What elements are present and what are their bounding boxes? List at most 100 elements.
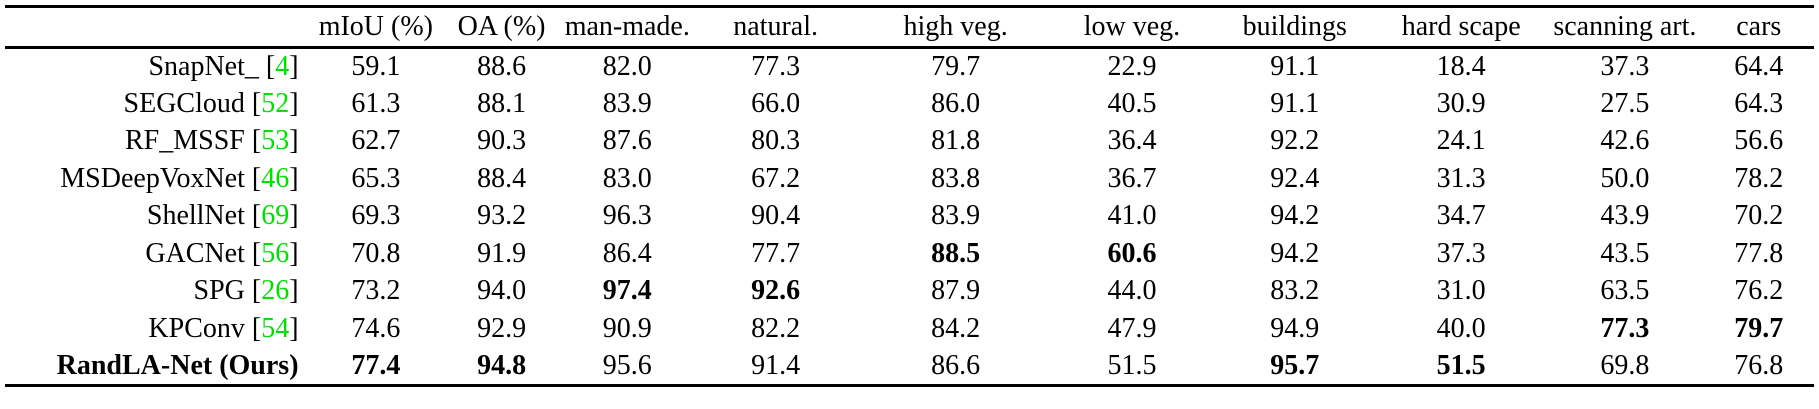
method-name: SEGCloud xyxy=(123,87,245,119)
cell-miou: 70.8 xyxy=(351,237,401,269)
table-body: SnapNet_ [4] 59.1 88.6 82.0 77.3 79.7 22.9 91.1… xyxy=(5,48,1814,386)
cell-method: KPConv [54] xyxy=(5,310,313,348)
cell-high-veg: 84.2 xyxy=(931,312,981,344)
cell-natural: 82.2 xyxy=(751,312,801,344)
table-header: mIoU (%) OA (%) man-made. natural. high … xyxy=(5,7,1814,48)
cell-scanning-art: 27.5 xyxy=(1600,87,1650,119)
cell-man-made: 96.3 xyxy=(602,200,652,232)
citation-bracket-close: ] xyxy=(289,312,299,344)
cell-man-made: 83.9 xyxy=(602,87,652,119)
cell-method: SnapNet_ [4] xyxy=(5,48,313,86)
col-miou: mIoU (%) xyxy=(318,11,433,42)
cell-method: SPG [26] xyxy=(5,273,313,311)
cell-low-veg: 36.4 xyxy=(1107,125,1157,157)
method-name: ShellNet xyxy=(146,200,245,232)
table-row: SPG [26] 73.2 94.0 97.4 92.6 87.9 44.0 83.2 31.0… xyxy=(5,273,1814,311)
cell-natural: 80.3 xyxy=(751,125,801,157)
cell-high-veg: 81.8 xyxy=(931,125,981,157)
cell-natural: 77.7 xyxy=(751,237,801,269)
citation-number: 4 xyxy=(275,51,290,82)
col-method xyxy=(5,7,313,48)
cell-cars: 77.8 xyxy=(1734,237,1784,269)
cell-natural: 77.3 xyxy=(751,51,801,82)
cell-cars: 64.3 xyxy=(1734,87,1784,119)
col-cars: cars xyxy=(1736,11,1782,42)
cell-man-made: 97.4 xyxy=(602,275,652,307)
citation-number: 26 xyxy=(261,275,290,307)
cell-scanning-art: 50.0 xyxy=(1600,162,1650,194)
cell-cars: 56.6 xyxy=(1734,125,1784,157)
cell-scanning-art: 77.3 xyxy=(1600,312,1650,344)
method-name: MSDeepVoxNet xyxy=(60,162,245,194)
citation-bracket-close: ] xyxy=(289,275,299,307)
results-table-container: mIoU (%) OA (%) man-made. natural. high … xyxy=(5,5,1814,387)
cell-scanning-art: 69.8 xyxy=(1600,349,1650,381)
citation-bracket-open: [ xyxy=(251,200,262,232)
cell-low-veg: 47.9 xyxy=(1107,312,1157,344)
cell-method: RF_MSSF [53] xyxy=(5,123,313,161)
citation-number: 53 xyxy=(261,125,290,157)
citation-bracket-open: [ xyxy=(251,237,262,269)
col-hard-scape: hard scape xyxy=(1401,11,1521,42)
col-buildings: buildings xyxy=(1242,11,1347,42)
citation-bracket-open: [ xyxy=(251,312,262,344)
cell-man-made: 82.0 xyxy=(602,51,652,82)
col-man-made: man-made. xyxy=(564,11,690,42)
cell-oa: 90.3 xyxy=(477,125,527,157)
cell-cars: 70.2 xyxy=(1734,200,1784,232)
cell-oa: 88.4 xyxy=(477,162,527,194)
cell-buildings: 91.1 xyxy=(1270,51,1320,82)
cell-buildings: 94.2 xyxy=(1270,237,1320,269)
citation-bracket-close: ] xyxy=(289,162,299,194)
cell-buildings: 92.4 xyxy=(1270,162,1320,194)
method-name: KPConv xyxy=(148,312,245,344)
table-row: KPConv [54] 74.6 92.9 90.9 82.2 84.2 47.9 94.9 4… xyxy=(5,310,1814,348)
citation-number: 46 xyxy=(261,162,290,194)
cell-low-veg: 36.7 xyxy=(1107,162,1157,194)
cell-natural: 91.4 xyxy=(751,349,801,381)
citation-number: 69 xyxy=(261,200,290,232)
cell-low-veg: 44.0 xyxy=(1107,275,1157,307)
cell-high-veg: 88.5 xyxy=(931,237,981,269)
cell-hard-scape: 31.0 xyxy=(1436,275,1486,307)
table-row: ShellNet [69] 69.3 93.2 96.3 90.4 83.9 41.0 94.… xyxy=(5,198,1814,236)
cell-man-made: 90.9 xyxy=(602,312,652,344)
cell-miou: 61.3 xyxy=(351,87,401,119)
cell-buildings: 83.2 xyxy=(1270,275,1320,307)
cell-scanning-art: 63.5 xyxy=(1600,275,1650,307)
cell-miou: 59.1 xyxy=(351,51,401,82)
cell-cars: 64.4 xyxy=(1734,51,1784,82)
cell-hard-scape: 34.7 xyxy=(1436,200,1486,232)
cell-oa: 94.0 xyxy=(477,275,527,307)
cell-hard-scape: 51.5 xyxy=(1436,349,1486,381)
cell-miou: 69.3 xyxy=(351,200,401,232)
method-name: SnapNet_ xyxy=(148,51,259,82)
col-oa: OA (%) xyxy=(457,11,546,42)
method-name: GACNet xyxy=(145,237,245,269)
cell-man-made: 87.6 xyxy=(602,125,652,157)
header-row: mIoU (%) OA (%) man-made. natural. high … xyxy=(5,7,1814,48)
cell-hard-scape: 24.1 xyxy=(1436,125,1486,157)
citation-number: 56 xyxy=(261,237,290,269)
table-row: GACNet [56] 70.8 91.9 86.4 77.7 88.5 60.6 94.2 3… xyxy=(5,235,1814,273)
col-scanning-art: scanning art. xyxy=(1553,11,1697,42)
method-name: RF_MSSF xyxy=(125,125,245,157)
cell-high-veg: 86.0 xyxy=(931,87,981,119)
citation-number: 52 xyxy=(261,87,290,119)
cell-buildings: 95.7 xyxy=(1270,349,1320,381)
cell-man-made: 86.4 xyxy=(602,237,652,269)
citation-bracket-close: ] xyxy=(289,87,299,119)
citation-bracket-close: ] xyxy=(289,200,299,232)
cell-method: ShellNet [69] xyxy=(5,198,313,236)
citation-number: 54 xyxy=(261,312,290,344)
cell-cars: 78.2 xyxy=(1734,162,1784,194)
cell-low-veg: 40.5 xyxy=(1107,87,1157,119)
cell-man-made: 83.0 xyxy=(602,162,652,194)
cell-oa: 91.9 xyxy=(477,237,527,269)
cell-method: RandLA-Net (Ours) xyxy=(5,348,313,386)
cell-miou: 65.3 xyxy=(351,162,401,194)
method-name: RandLA-Net (Ours) xyxy=(56,349,299,381)
col-natural: natural. xyxy=(733,11,818,42)
cell-scanning-art: 42.6 xyxy=(1600,125,1650,157)
citation-bracket-close: ] xyxy=(289,51,299,82)
